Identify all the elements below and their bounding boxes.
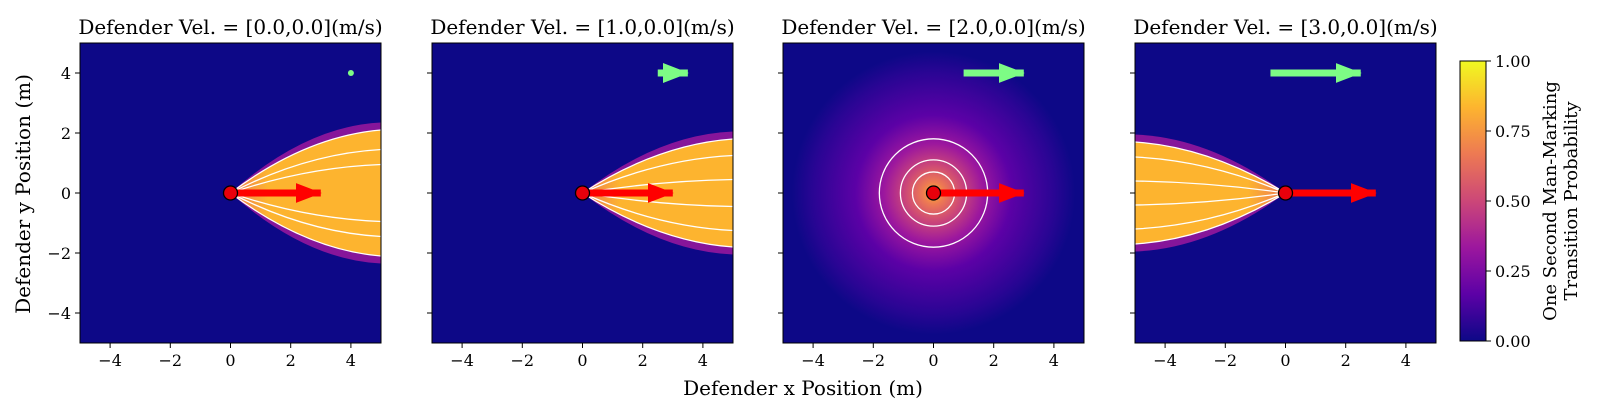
panels: Defender Vel. = [0.0,0.0](m/s) −4 −2 0 2 4 −4 −… xyxy=(47,15,1437,370)
x-tick-label: −4 xyxy=(1153,351,1177,370)
contour-3-upper xyxy=(1135,180,1286,194)
contour-1-lower xyxy=(582,192,733,248)
x-tick-label: 2 xyxy=(989,351,999,370)
panel-title: Defender Vel. = [2.0,0.0](m/s) xyxy=(781,15,1085,39)
y-axis-label: Defender y Position (m) xyxy=(11,74,35,314)
panel-title: Defender Vel. = [1.0,0.0](m/s) xyxy=(430,15,734,39)
attacker-marker xyxy=(574,185,591,201)
attacker-marker xyxy=(925,185,942,201)
contour-2-upper xyxy=(230,148,381,194)
contour-1-upper xyxy=(230,129,381,194)
x-tick-label: −2 xyxy=(511,351,535,370)
contour-1-upper xyxy=(1135,141,1286,194)
colorbar-frame xyxy=(1459,60,1487,342)
contour-3-lower xyxy=(1135,192,1286,206)
y-tick-label: 2 xyxy=(61,124,71,143)
contour-1-upper xyxy=(582,138,733,194)
colorbar-tick-label: 0.50 xyxy=(1495,192,1531,211)
panel-title: Defender Vel. = [3.0,0.0](m/s) xyxy=(1133,15,1437,39)
y-tick-label: −4 xyxy=(47,304,71,323)
contour-1-lower xyxy=(230,192,381,257)
probability-field xyxy=(1135,134,1286,252)
panel-1: Defender Vel. = [0.0,0.0](m/s) −4 −2 0 2 4 −4 −… xyxy=(47,15,382,370)
x-tick-label: −4 xyxy=(801,351,825,370)
x-tick-label: 4 xyxy=(1049,351,1059,370)
x-tick-label: 2 xyxy=(286,351,296,370)
probability-wedge xyxy=(1135,142,1286,244)
colorbar-tick-label: 0.75 xyxy=(1495,122,1531,141)
x-axis-label: Defender x Position (m) xyxy=(683,376,923,400)
colorbar-tick-label: 0.00 xyxy=(1495,332,1531,351)
contour-3-lower xyxy=(230,192,381,223)
x-tick-label: 2 xyxy=(638,351,648,370)
x-tick-label: 0 xyxy=(225,351,235,370)
colorbar-tick-label: 0.25 xyxy=(1495,262,1531,281)
colorbar-tick-label: 1.00 xyxy=(1495,52,1531,71)
defender-velocity-dot xyxy=(347,70,354,76)
x-tick-label: −2 xyxy=(862,351,886,370)
x-tick-label: 4 xyxy=(698,351,708,370)
colorbar-label-line2: Transition Probability xyxy=(1561,101,1582,301)
contour-1-lower xyxy=(1135,192,1286,245)
contour-2-lower xyxy=(230,192,381,238)
contour-2-lower xyxy=(1135,192,1286,230)
x-tick-label: −2 xyxy=(159,351,183,370)
colorbar: 0.00 0.25 0.50 0.75 1.00 One Second Man-Mark… xyxy=(1459,52,1582,351)
x-tick-label: −4 xyxy=(450,351,474,370)
attacker-marker xyxy=(1277,185,1294,201)
colorbar-gradient xyxy=(1460,61,1486,341)
y-tick-label: −2 xyxy=(47,244,71,263)
x-tick-label: −2 xyxy=(1214,351,1238,370)
x-tick-label: 0 xyxy=(928,351,938,370)
y-tick-label: 0 xyxy=(61,184,71,203)
x-tick-label: −4 xyxy=(98,351,122,370)
panel-2: Defender Vel. = [1.0,0.0](m/s) −4 −2 0 2 4 xyxy=(427,15,735,370)
contour-2-upper xyxy=(582,154,733,194)
contour-3-upper xyxy=(230,163,381,194)
panel-4: Defender Vel. = [3.0,0.0](m/s) −4 −2 0 2 4 xyxy=(1130,15,1438,370)
x-tick-label: 4 xyxy=(1401,351,1411,370)
y-tick-label: 4 xyxy=(61,64,71,83)
x-tick-label: 0 xyxy=(577,351,587,370)
contour-2-lower xyxy=(582,192,733,232)
panel-title: Defender Vel. = [0.0,0.0](m/s) xyxy=(78,15,382,39)
contour-2-upper xyxy=(1135,156,1286,194)
x-tick-label: 0 xyxy=(1280,351,1290,370)
x-tick-label: 4 xyxy=(346,351,356,370)
x-tick-label: 2 xyxy=(1341,351,1351,370)
attacker-marker xyxy=(222,185,239,201)
colorbar-label-line1: One Second Man-Marking xyxy=(1540,81,1561,321)
panel-3: Defender Vel. = [2.0,0.0](m/s) −4 −2 0 2 4 xyxy=(778,15,1086,370)
